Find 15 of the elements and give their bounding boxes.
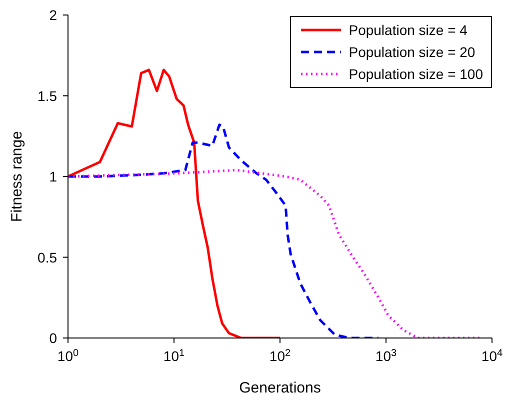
y-tick-label: 1.5 [38, 88, 58, 104]
x-tick-label: 10$^{1}$ [163, 348, 186, 364]
legend-label: Population size = 4 [348, 22, 468, 38]
x-tick-label: 10$^{3}$ [375, 348, 398, 364]
y-tick-label: 1 [49, 168, 58, 184]
y-tick-label: 0.5 [38, 249, 58, 266]
x-tick-label: 10$^{2}$ [269, 348, 292, 364]
legend-label: Population size = 100 [348, 66, 483, 82]
y-tick-label: 2 [49, 7, 58, 23]
legend-label: Population size = 20 [348, 44, 476, 60]
y-axis-title: Fitness range [8, 131, 26, 222]
x-axis-title: Generations [239, 380, 321, 397]
x-tick-label: 10$^{0}$ [57, 348, 80, 364]
x-tick-label: 10$^{4}$ [481, 348, 504, 364]
y-tick-label: 0 [49, 330, 58, 346]
